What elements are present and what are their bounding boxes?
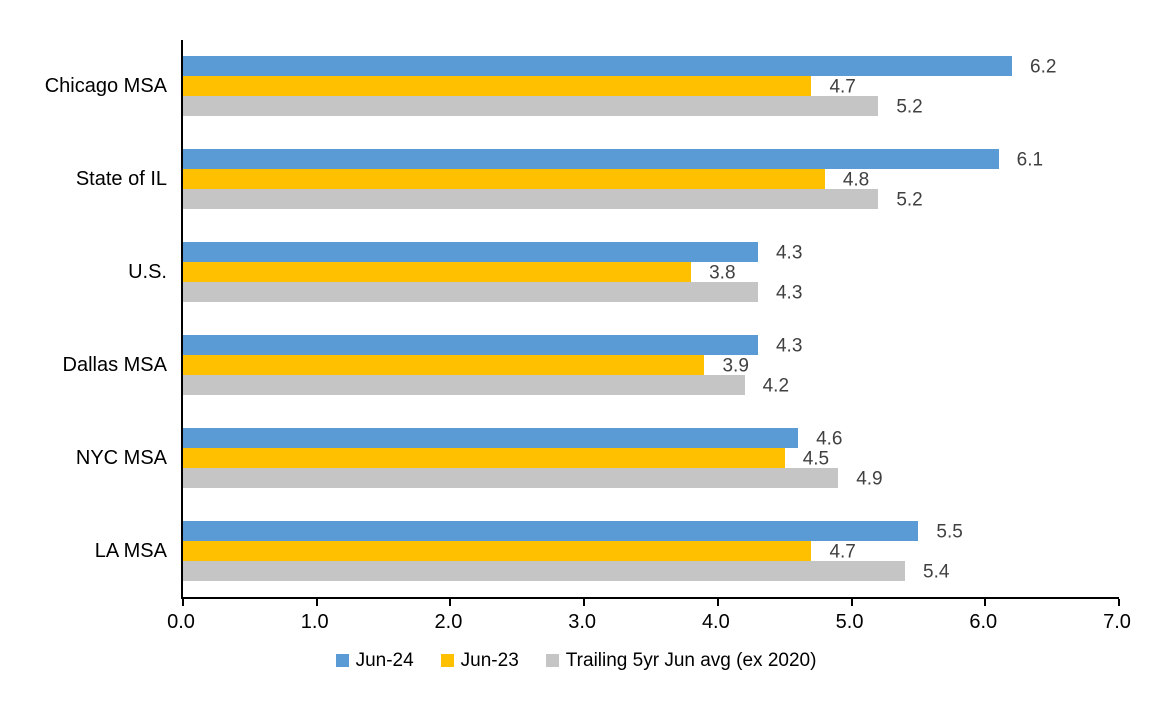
legend-label-jun-23: Jun-23 xyxy=(460,650,519,671)
bar-chicago-msa-jun-24 xyxy=(183,56,1013,77)
x-axis-tick-2.0 xyxy=(449,599,452,606)
bar-u-s-jun-24 xyxy=(183,242,758,263)
data-label-chicago-msa-trailing-5yr-jun-avg-ex-2020: 5.2 xyxy=(896,96,923,118)
bar-nyc-msa-jun-23 xyxy=(183,447,785,468)
bar-chicago-msa-jun-23 xyxy=(183,76,812,97)
legend-label-jun-24: Jun-24 xyxy=(355,650,414,671)
data-label-u-s-trailing-5yr-jun-avg-ex-2020: 4.3 xyxy=(775,282,803,304)
data-label-nyc-msa-trailing-5yr-jun-avg-ex-2020: 4.9 xyxy=(856,468,883,490)
bar-nyc-msa-trailing-5yr-jun-avg-ex-2020 xyxy=(183,467,839,488)
bar-dallas-msa-jun-24 xyxy=(183,334,758,355)
bar-la-msa-jun-24 xyxy=(183,520,919,541)
plot-area: 6.2 4.7 5.2 6.1 4.8 5.2 4.3 3.8 4.3 4.3 3.9 4.2 4.6 4… xyxy=(181,40,1120,606)
data-label-u-s-jun-24: 4.3 xyxy=(775,242,803,264)
category-label-u-s: U.S. xyxy=(128,261,167,284)
x-axis-tick-5.0 xyxy=(850,599,853,606)
data-label-dallas-msa-jun-24: 4.3 xyxy=(775,335,803,357)
bar-dallas-msa-jun-23 xyxy=(183,354,705,375)
bar-dallas-msa-trailing-5yr-jun-avg-ex-2020 xyxy=(183,374,745,395)
x-axis-tick-1.0 xyxy=(315,599,318,606)
data-label-state-of-il-trailing-5yr-jun-avg-ex-2020: 5.2 xyxy=(896,189,923,211)
category-label-state-of-il: State of IL xyxy=(75,168,167,191)
data-label-state-of-il-jun-24: 6.1 xyxy=(1016,149,1044,171)
data-label-la-msa-jun-24: 5.5 xyxy=(936,521,963,543)
legend-swatch-icon xyxy=(545,654,559,667)
bar-chicago-msa-trailing-5yr-jun-avg-ex-2020 xyxy=(183,96,879,117)
bar-la-msa-trailing-5yr-jun-avg-ex-2020 xyxy=(183,560,906,581)
bar-state-of-il-jun-24 xyxy=(183,149,999,170)
x-axis-tick-7.0 xyxy=(1118,599,1120,606)
bar-la-msa-jun-23 xyxy=(183,540,812,561)
data-label-chicago-msa-jun-24: 6.2 xyxy=(1030,56,1057,78)
data-label-la-msa-trailing-5yr-jun-avg-ex-2020: 5.4 xyxy=(923,561,950,583)
legend: Jun-24 Jun-23 Trailing 5yr Jun avg (ex 202… xyxy=(0,651,1152,670)
x-axis-tick-label-2.0: 2.0 xyxy=(434,611,463,633)
data-label-chicago-msa-jun-23: 4.7 xyxy=(829,76,856,98)
data-label-dallas-msa-trailing-5yr-jun-avg-ex-2020: 4.2 xyxy=(762,375,790,397)
x-axis-tick-label-5.0: 5.0 xyxy=(835,611,864,633)
x-axis-tick-label-3.0: 3.0 xyxy=(568,611,597,633)
bar-u-s-trailing-5yr-jun-avg-ex-2020 xyxy=(183,282,758,303)
category-label-nyc-msa: NYC MSA xyxy=(75,446,167,469)
x-axis-tick-label-4.0: 4.0 xyxy=(701,611,730,633)
bar-nyc-msa-jun-24 xyxy=(183,427,799,448)
bar-u-s-jun-23 xyxy=(183,262,692,283)
legend-swatch-icon xyxy=(335,654,349,667)
x-axis-tick-3.0 xyxy=(583,599,586,606)
x-axis-tick-6.0 xyxy=(984,599,987,606)
data-label-nyc-msa-jun-24: 4.6 xyxy=(816,428,843,450)
x-axis-tick-4.0 xyxy=(716,599,719,606)
x-axis-tick-0.0 xyxy=(182,599,184,606)
legend-label-trailing-5yr-jun-avg-ex-2020: Trailing 5yr Jun avg (ex 2020) xyxy=(565,650,817,671)
legend-item-jun-23: Jun-23 xyxy=(440,650,519,671)
x-axis-tick-label-0.0: 0.0 xyxy=(167,611,195,633)
data-label-u-s-jun-23: 3.8 xyxy=(709,262,736,284)
category-label-la-msa: LA MSA xyxy=(94,539,167,562)
x-axis-tick-label-7.0: 7.0 xyxy=(1103,611,1131,633)
bar-state-of-il-trailing-5yr-jun-avg-ex-2020 xyxy=(183,189,879,210)
data-label-dallas-msa-jun-23: 3.9 xyxy=(722,355,749,377)
data-label-la-msa-jun-23: 4.7 xyxy=(829,541,856,563)
data-label-state-of-il-jun-23: 4.8 xyxy=(842,169,870,191)
x-axis-tick-label-6.0: 6.0 xyxy=(969,611,998,633)
data-label-nyc-msa-jun-23: 4.5 xyxy=(802,448,830,470)
category-label-chicago-msa: Chicago MSA xyxy=(44,75,167,98)
category-label-dallas-msa: Dallas MSA xyxy=(62,353,167,376)
x-axis-tick-label-1.0: 1.0 xyxy=(300,611,329,633)
bar-state-of-il-jun-23 xyxy=(183,169,825,190)
legend-item-trailing-5yr-jun-avg-ex-2020: Trailing 5yr Jun avg (ex 2020) xyxy=(545,650,817,671)
legend-item-jun-24: Jun-24 xyxy=(335,650,414,671)
legend-swatch-icon xyxy=(440,654,454,667)
